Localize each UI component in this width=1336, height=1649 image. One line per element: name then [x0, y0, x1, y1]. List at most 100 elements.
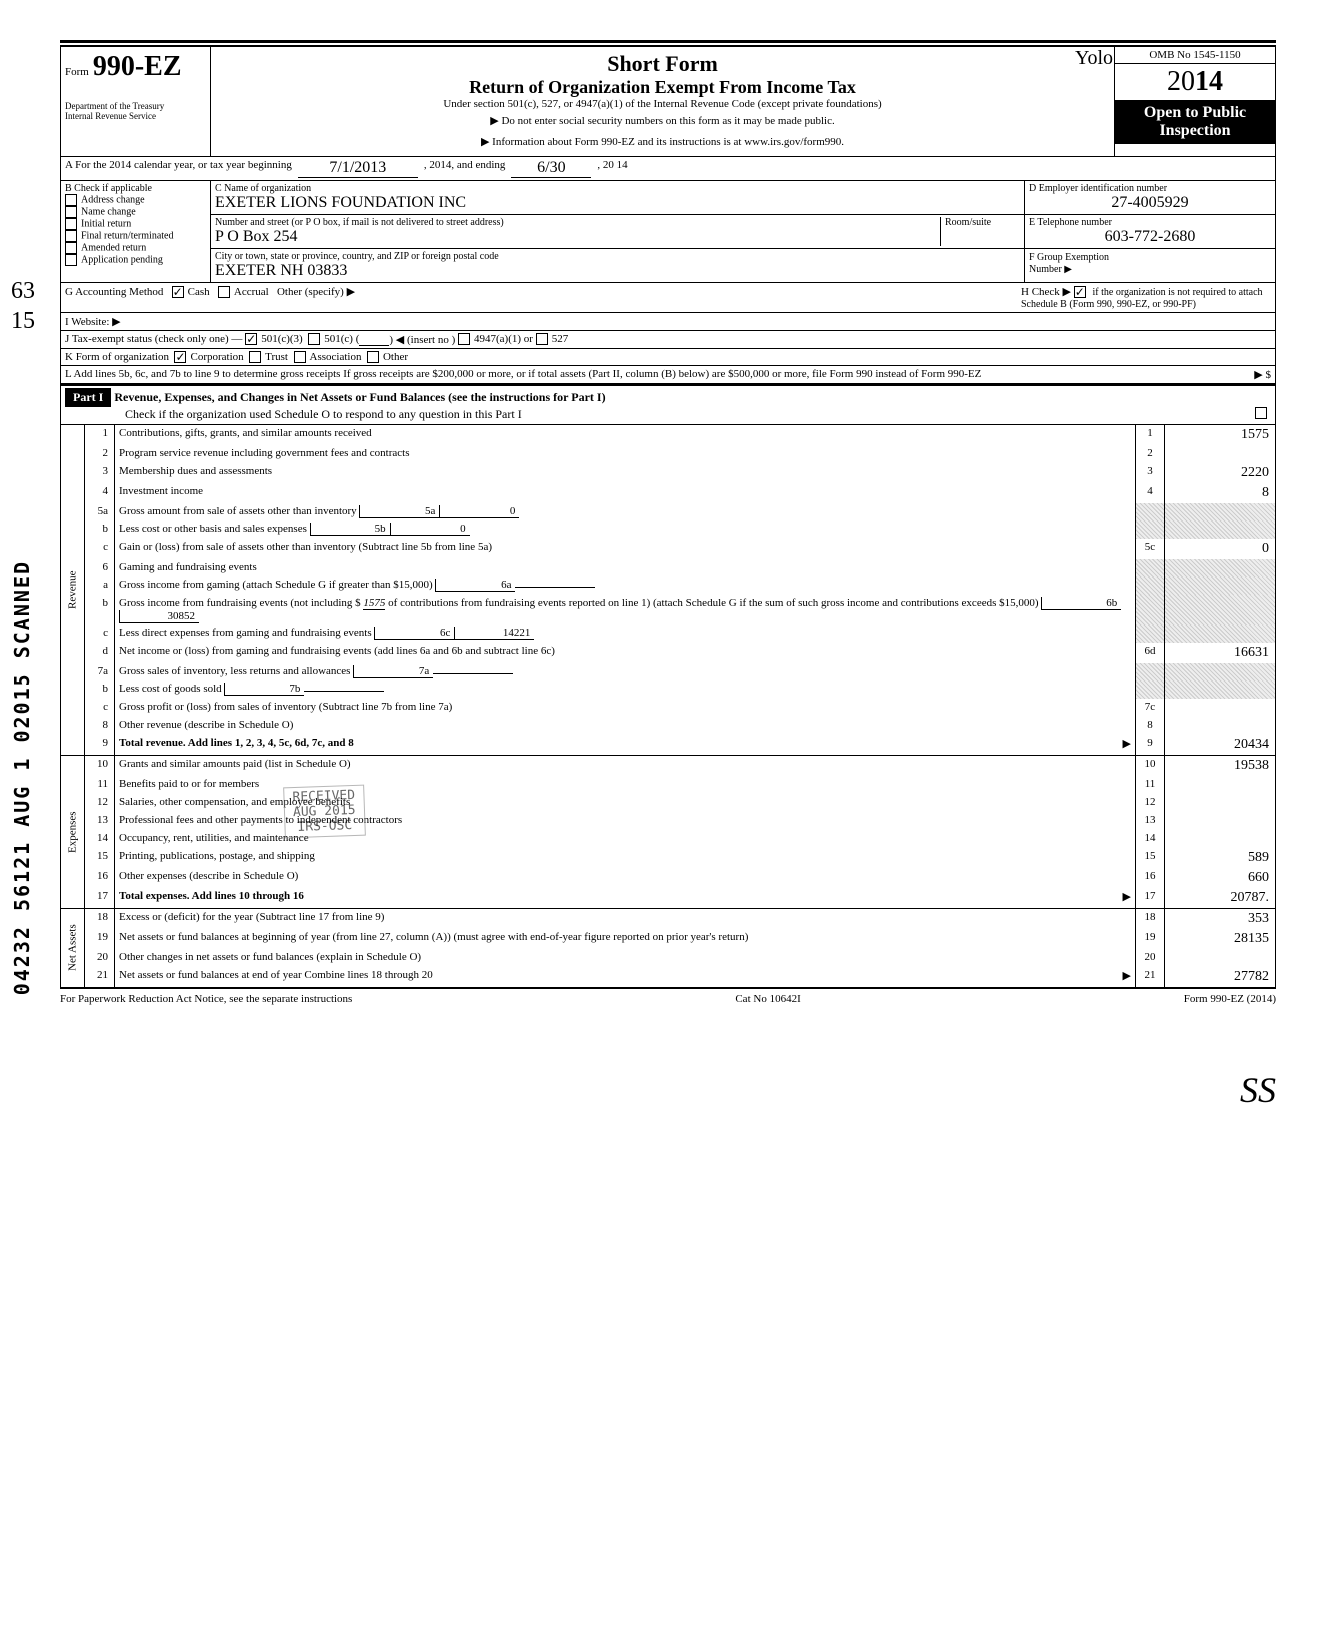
line-4: 4Investment income48 — [84, 483, 1276, 503]
org-name-label: C Name of organization — [215, 183, 1020, 194]
chk-501c[interactable] — [308, 333, 320, 345]
row-a-label: A For the 2014 calendar year, or tax yea… — [65, 159, 292, 178]
chk-trust[interactable] — [249, 351, 261, 363]
amt-num: 9 — [1135, 735, 1165, 755]
chk-corp[interactable] — [174, 351, 186, 363]
line-num: 18 — [85, 909, 115, 929]
line-desc: Total expenses. Add lines 10 through 16 … — [115, 888, 1135, 908]
netassets-section: Net Assets 18Excess or (deficit) for the… — [60, 909, 1276, 989]
501c-insert[interactable] — [359, 333, 389, 346]
row-k-label: K Form of organization — [65, 351, 169, 363]
chk-final[interactable]: Final return/terminated — [65, 230, 206, 242]
line-desc: Salaries, other compensation, and employ… — [115, 794, 1135, 812]
box-5b-n: 5b — [310, 523, 390, 536]
line-num: 20 — [85, 949, 115, 967]
city-label: City or town, state or province, country… — [215, 251, 1020, 262]
amt-num-shaded — [1135, 577, 1165, 595]
chk-initial[interactable]: Initial return — [65, 218, 206, 230]
tax-year-end: 6/30 — [511, 159, 591, 178]
line-desc: Total revenue. Add lines 1, 2, 3, 4, 5c,… — [115, 735, 1135, 755]
chk-amended[interactable]: Amended return — [65, 242, 206, 254]
row-a: A For the 2014 calendar year, or tax yea… — [60, 157, 1276, 181]
box-7a-v — [433, 673, 513, 674]
amt-num: 8 — [1135, 717, 1165, 735]
line-desc: Gain or (loss) from sale of assets other… — [115, 539, 1135, 559]
amt: 19538 — [1165, 756, 1275, 776]
line-desc: Benefits paid to or for members — [115, 776, 1135, 794]
line-desc: Net income or (loss) from gaming and fun… — [115, 643, 1135, 663]
box-5b-v: 0 — [390, 523, 470, 536]
line-desc: Membership dues and assessments — [115, 463, 1135, 483]
chk-address[interactable]: Address change — [65, 194, 206, 206]
amt: 20787. — [1165, 888, 1275, 908]
line-num: 17 — [85, 888, 115, 908]
amt-num-shaded — [1135, 625, 1165, 643]
line-desc: Printing, publications, postage, and shi… — [115, 848, 1135, 868]
line-num: 11 — [85, 776, 115, 794]
section-b-title: B Check if applicable — [65, 183, 206, 194]
addr-label: Number and street (or P O box, if mail i… — [215, 217, 940, 228]
line-desc: Excess or (deficit) for the year (Subtra… — [115, 909, 1135, 929]
signature-initials: SS — [1240, 1070, 1276, 1110]
line-18: 18Excess or (deficit) for the year (Subt… — [84, 909, 1276, 929]
row-g-label: G Accounting Method — [65, 286, 163, 298]
other-label: Other (specify) ▶ — [277, 286, 355, 298]
expenses-section: Expenses RECEIVED AUG 2015 IRS-OSC 10Gra… — [60, 756, 1276, 909]
ein: 27-4005929 — [1029, 194, 1271, 212]
row-i-label: I Website: ▶ — [65, 315, 121, 328]
amt-num: 15 — [1135, 848, 1165, 868]
amt-shaded — [1165, 559, 1275, 577]
assoc-label: Association — [310, 351, 362, 363]
short-form-title: Short Form — [219, 51, 1106, 77]
amt-num-shaded — [1135, 503, 1165, 521]
line-8: 8Other revenue (describe in Schedule O)8 — [84, 717, 1276, 735]
part1-header: Part I Revenue, Expenses, and Changes in… — [60, 385, 1276, 425]
line-3: 3Membership dues and assessments32220 — [84, 463, 1276, 483]
line-num: c — [85, 539, 115, 559]
chk-schedule-o[interactable] — [1255, 407, 1267, 419]
amt: 27782 — [1165, 967, 1275, 987]
footer-left: For Paperwork Reduction Act Notice, see … — [60, 993, 352, 1005]
part1-label: Part I — [65, 388, 111, 407]
line-num: 2 — [85, 445, 115, 463]
chk-name[interactable]: Name change — [65, 206, 206, 218]
amt — [1165, 445, 1275, 463]
line-num: 5a — [85, 503, 115, 521]
line-12: 12Salaries, other compensation, and empl… — [84, 794, 1276, 812]
chk-other[interactable] — [367, 351, 379, 363]
ssn-note: Do not enter social security numbers on … — [219, 110, 1106, 131]
line-9: 9Total revenue. Add lines 1, 2, 3, 4, 5c… — [84, 735, 1276, 755]
line-15: 15Printing, publications, postage, and s… — [84, 848, 1276, 868]
line-13: 13Professional fees and other payments t… — [84, 812, 1276, 830]
hw-6b: 1575 — [363, 597, 385, 610]
revenue-vert-label: Revenue — [60, 425, 84, 755]
row-h: H Check ▶ if the organization is not req… — [1021, 285, 1271, 310]
chk-pending[interactable]: Application pending — [65, 254, 206, 266]
line-6b: bGross income from fundraising events (n… — [84, 595, 1276, 625]
amt-num: 12 — [1135, 794, 1165, 812]
line-14: 14Occupancy, rent, utilities, and mainte… — [84, 830, 1276, 848]
corp-label: Corporation — [190, 351, 243, 363]
line-desc: Professional fees and other payments to … — [115, 812, 1135, 830]
amt-num: 5c — [1135, 539, 1165, 559]
insert-label: ) ◀ (insert no ) — [389, 333, 455, 346]
room-label: Room/suite — [940, 217, 1020, 246]
chk-527[interactable] — [536, 333, 548, 345]
amt-num-shaded — [1135, 663, 1165, 681]
line-desc: Contributions, gifts, grants, and simila… — [115, 425, 1135, 445]
box-6b-n: 6b — [1041, 597, 1121, 610]
chk-501c3[interactable] — [245, 333, 257, 345]
chk-schedule-b[interactable] — [1074, 286, 1086, 298]
chk-4947[interactable] — [458, 333, 470, 345]
box-6a-n: 6a — [435, 579, 515, 592]
box-5a-n: 5a — [359, 505, 439, 518]
line-1: 1Contributions, gifts, grants, and simil… — [84, 425, 1276, 445]
line-20: 20Other changes in net assets or fund ba… — [84, 949, 1276, 967]
chk-accrual[interactable] — [218, 286, 230, 298]
amt: 353 — [1165, 909, 1275, 929]
line-desc: Program service revenue including govern… — [115, 445, 1135, 463]
amt-shaded — [1165, 577, 1275, 595]
chk-assoc[interactable] — [294, 351, 306, 363]
section-c: C Name of organization EXETER LIONS FOUN… — [211, 181, 1025, 282]
chk-cash[interactable] — [172, 286, 184, 298]
